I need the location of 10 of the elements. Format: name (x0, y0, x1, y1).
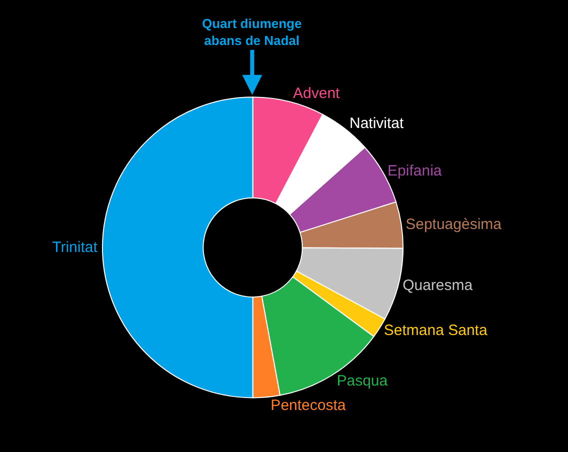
slice-label: Pentecosta (270, 397, 346, 414)
text: Quart diumenge abans de Nadal (202, 16, 302, 48)
slice-label: Pasqua (336, 372, 388, 390)
slice-label: Setmana Santa (384, 322, 488, 339)
slice-label: Trinitat (52, 238, 98, 256)
slice-label: Quaresma (402, 276, 474, 294)
slice-label: Epifania (388, 162, 442, 180)
slice-label: Advent (293, 85, 341, 102)
slice-label: Nativitat (349, 115, 405, 132)
slice-label: Septuagèsima (406, 216, 502, 234)
